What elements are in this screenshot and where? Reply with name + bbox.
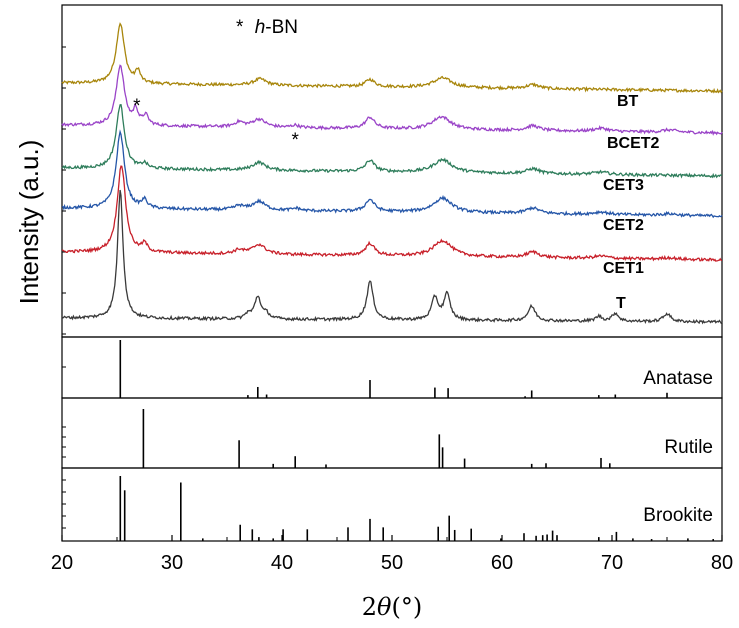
x-axis-label-unit: (°): [392, 593, 423, 621]
reference-patterns: Anatase Rutile Brookite: [119, 340, 715, 541]
hbn-legend-note: * h-BN: [236, 17, 298, 38]
hbn-markers: **: [133, 96, 299, 151]
x-tick-label: 50: [381, 552, 403, 574]
series-line-cet1: [61, 165, 723, 263]
hbn-marker: *: [133, 96, 141, 117]
y-ticks: [62, 46, 66, 529]
x-tick-label: 70: [601, 552, 623, 574]
series-label-bt: BT: [617, 93, 639, 110]
series-line-t: [61, 189, 723, 325]
reference-label-rutile: Rutile: [664, 437, 713, 458]
series-labels: BT BCET2 CET3 CET2 CET1 T: [603, 93, 660, 312]
rutile-panel-frame: [61, 397, 723, 469]
hbn-legend-rest: -BN: [265, 17, 298, 38]
reference-label-anatase: Anatase: [643, 368, 713, 389]
series-line-cet2: [61, 129, 723, 219]
anatase-panel-frame: [61, 336, 723, 399]
x-axis-label: 2θ(°): [362, 593, 422, 621]
x-axis-label-prefix: 2: [362, 593, 377, 621]
x-tick-label: 80: [711, 552, 733, 574]
hbn-legend-italic: h: [255, 17, 266, 38]
series-line-bcet2: [61, 64, 723, 136]
x-tick-label: 40: [271, 552, 293, 574]
series-line-cet3: [61, 103, 723, 179]
y-axis-label: Intensity (a.u.): [14, 140, 44, 305]
series-label-cet2: CET2: [603, 217, 644, 234]
brookite-panel-frame: [61, 467, 723, 542]
series-label-t: T: [616, 295, 626, 312]
hbn-marker: *: [291, 130, 299, 151]
x-ticks: 20 30 40 50 60 70 80: [51, 535, 733, 574]
x-axis-label-theta: θ: [377, 593, 392, 621]
series-label-cet1: CET1: [603, 260, 644, 277]
series-label-cet3: CET3: [603, 177, 644, 194]
hbn-legend-star: *: [236, 17, 244, 38]
x-tick-label: 60: [491, 552, 513, 574]
xrd-curves: [61, 22, 723, 325]
x-tick-label: 30: [161, 552, 183, 574]
x-tick-label: 20: [51, 552, 73, 574]
series-label-bcet2: BCET2: [607, 135, 660, 152]
reference-label-brookite: Brookite: [643, 505, 713, 526]
series-line-bt: [61, 22, 723, 94]
